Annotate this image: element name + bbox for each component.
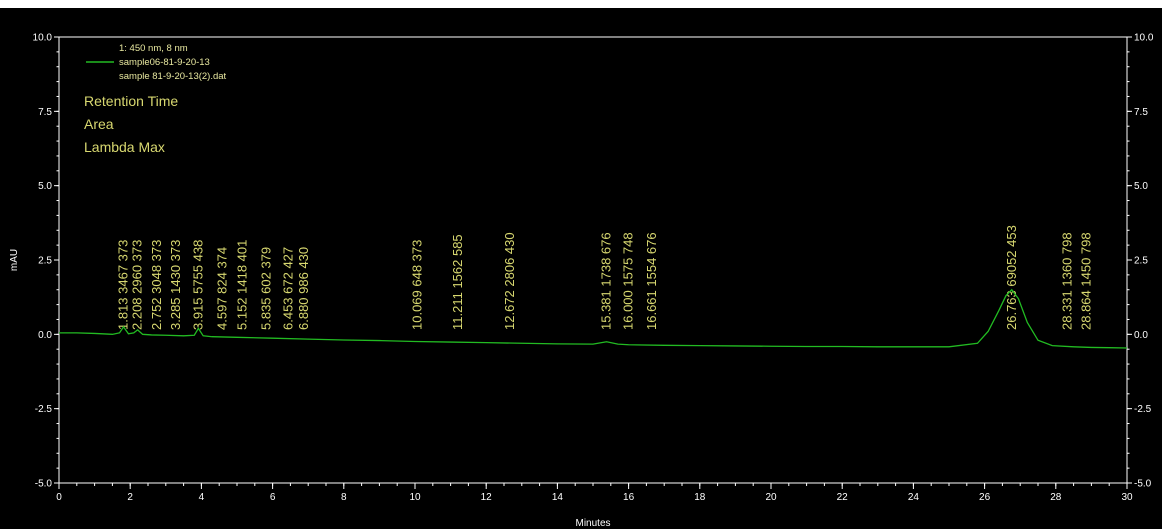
axes: -5.0 -5.0 -2.5 -2.5 0.0 0.0 2.5 2.5 5.0 5.0 7.5 7.5…: [33, 33, 1154, 504]
y-tick-label-left: -5.0: [35, 479, 53, 490]
x-tick-label: 0: [56, 492, 62, 503]
x-tick-label: 12: [481, 492, 493, 503]
x-tick-label: 2: [127, 492, 133, 503]
peak-label: 4.597 824 374: [215, 247, 230, 330]
x-tick-label: 16: [623, 492, 635, 503]
y-tick-label-left: 10.0: [33, 33, 53, 44]
x-tick-label: 30: [1121, 492, 1133, 503]
y-tick-label-left: 5.0: [38, 181, 52, 192]
peak-label: 12.672 2806 430: [502, 232, 517, 330]
x-axis-label: Minutes: [575, 518, 610, 529]
y-tick-label-left: 0.0: [38, 330, 52, 341]
peak-label: 3.285 1430 373: [168, 240, 183, 330]
peak-label: 10.069 648 373: [410, 240, 425, 330]
legend-line-2: sample06-81-9-20-13: [119, 57, 210, 68]
plot-area: [58, 36, 1128, 484]
y-axis-label: mAU: [9, 249, 20, 271]
peak-label: 2.208 2960 373: [130, 240, 145, 330]
peak-label: 6.453 672 427: [281, 247, 296, 330]
peak-label: 11.211 1562 585: [450, 234, 465, 330]
x-tick-label: 26: [979, 492, 991, 503]
peak-label: 6.880 986 430: [296, 247, 311, 330]
y-tick-label-right: 10.0: [1134, 33, 1154, 44]
peak-label: 26.763 69052 453: [1004, 225, 1019, 330]
x-tick-label: 10: [409, 492, 421, 503]
peak-label: 5.152 1418 401: [234, 240, 249, 330]
peak-label: 5.835 602 379: [259, 247, 274, 330]
trace: [59, 288, 1128, 349]
y-tick-label-right: -5.0: [1134, 479, 1152, 490]
peak-label: 1.813 3467 373: [116, 240, 131, 330]
y-tick-label-left: 2.5: [38, 256, 52, 267]
peak-label: 15.381 1738 676: [599, 232, 614, 330]
peak-label: 16.661 1554 676: [644, 232, 659, 330]
y-tick-label-right: 5.0: [1134, 181, 1148, 192]
legend-line-1: 1: 450 nm, 8 nm: [119, 43, 188, 54]
legend-field-area: Area: [84, 116, 114, 132]
x-tick-label: 18: [694, 492, 706, 503]
x-tick-label: 6: [270, 492, 276, 503]
y-tick-label-right: 0.0: [1134, 330, 1148, 341]
x-tick-label: 28: [1050, 492, 1062, 503]
peak-label: 3.915 5755 438: [190, 240, 205, 330]
y-tick-label-left: -2.5: [35, 404, 53, 415]
peak-label: 16.000 1575 748: [621, 232, 636, 330]
y-tick-label-right: 2.5: [1134, 256, 1148, 267]
legend-line-3: sample 81-9-20-13(2).dat: [119, 71, 227, 82]
y-tick-label-left: 7.5: [38, 107, 52, 118]
series-line: [59, 288, 1128, 349]
y-tick-label-right: 7.5: [1134, 107, 1148, 118]
peak-label: 28.864 1450 798: [1079, 232, 1094, 330]
peak-label: 2.752 3048 373: [149, 240, 164, 330]
x-tick-label: 14: [552, 492, 564, 503]
x-tick-label: 24: [908, 492, 920, 503]
legend: 1: 450 nm, 8 nm sample06-81-9-20-13 samp…: [84, 43, 227, 155]
legend-field-retention-time: Retention Time: [84, 93, 178, 109]
peak-annotations: 1.813 3467 373 2.208 2960 373 2.752 3048 3…: [116, 225, 1094, 330]
x-tick-label: 22: [837, 492, 849, 503]
y-tick-label-right: -2.5: [1134, 404, 1152, 415]
x-tick-label: 8: [341, 492, 347, 503]
peak-label: 28.331 1360 798: [1060, 232, 1075, 330]
legend-field-lambda-max: Lambda Max: [84, 139, 165, 155]
x-tick-label: 20: [765, 492, 777, 503]
x-tick-label: 4: [199, 492, 205, 503]
